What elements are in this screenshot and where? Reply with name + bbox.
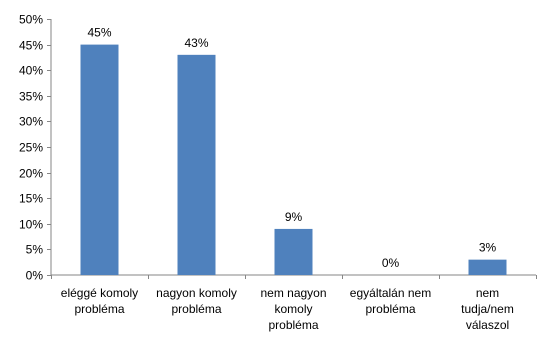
- data-label: 0%: [382, 256, 400, 270]
- y-tick-label: 50%: [19, 13, 43, 27]
- bar: [468, 259, 507, 275]
- x-category-label: egyáltalán nem probléma: [350, 286, 431, 316]
- y-tick-label: 35%: [19, 90, 43, 104]
- bar: [80, 44, 119, 275]
- y-tick-label: 10%: [19, 218, 43, 232]
- y-axis: 0% 5% 10% 15% 20% 25% 30% 35% 40% 45% 50%: [19, 13, 537, 283]
- bar: [274, 228, 313, 275]
- bar: [177, 54, 216, 276]
- bars: [80, 44, 507, 276]
- data-label: 9%: [285, 210, 303, 224]
- y-tick-label: 0%: [26, 269, 44, 283]
- category-labels: eléggé komoly probléma nagyon komoly problé…: [61, 286, 514, 332]
- data-label: 43%: [184, 36, 208, 50]
- data-labels: 45% 43% 9% 0% 3%: [87, 26, 496, 270]
- y-tick-label: 25%: [19, 141, 43, 155]
- y-tick-label: 40%: [19, 64, 43, 78]
- data-label: 3%: [479, 241, 497, 255]
- x-category-label: nem tudja/nem válaszol: [461, 286, 514, 332]
- y-tick-label: 45%: [19, 39, 43, 53]
- x-category-label: eléggé komoly probléma: [61, 286, 138, 316]
- x-category-label: nem nagyon komoly probléma: [260, 286, 326, 332]
- data-label: 45%: [87, 26, 111, 40]
- y-tick-label: 20%: [19, 167, 43, 181]
- x-category-label: nagyon komoly probléma: [156, 286, 237, 316]
- y-tick-label: 15%: [19, 192, 43, 206]
- y-tick-label: 30%: [19, 115, 43, 129]
- y-tick-label: 5%: [26, 243, 44, 257]
